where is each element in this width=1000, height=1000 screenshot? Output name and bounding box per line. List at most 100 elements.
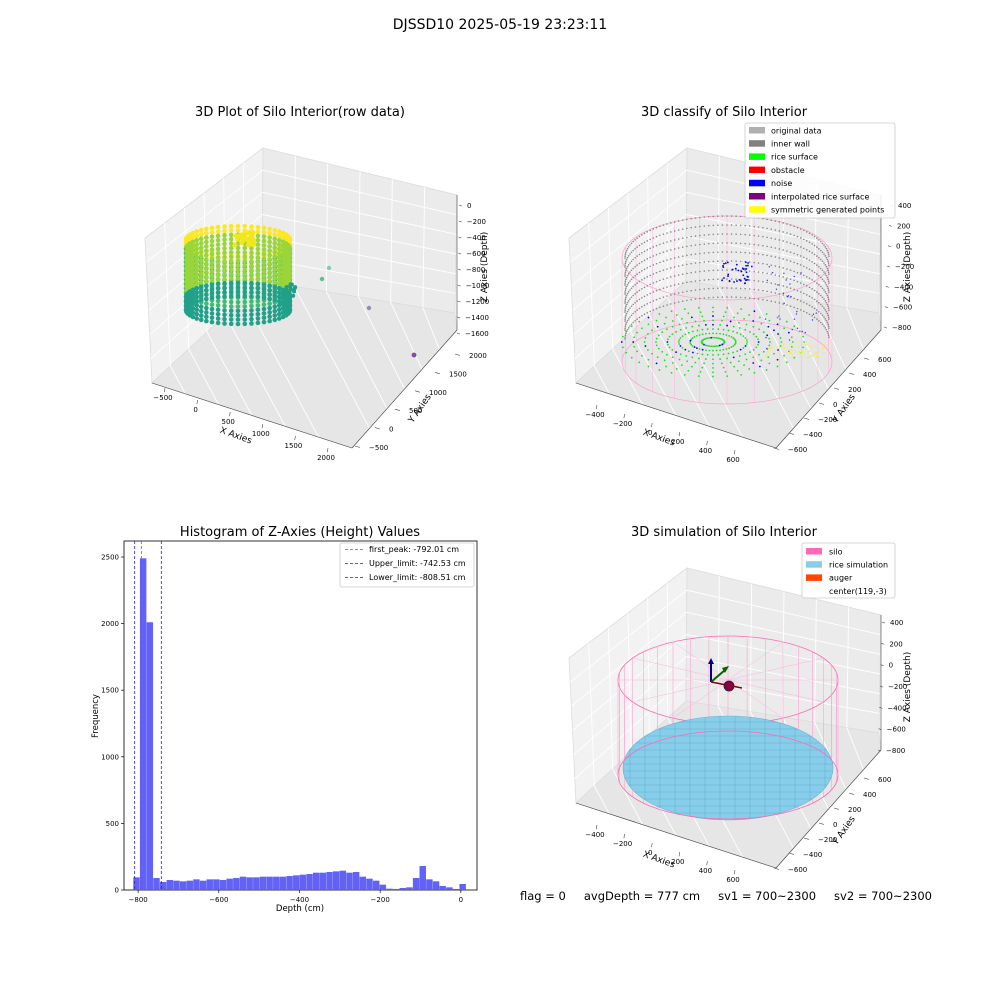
rice-surface-point (739, 348, 742, 351)
data-point (242, 321, 248, 327)
x-tick: −400 (585, 411, 604, 419)
rice-surface-point (690, 343, 693, 346)
inner-wall-point (630, 242, 633, 245)
inner-wall-point (694, 226, 697, 228)
inner-wall-point (626, 247, 629, 250)
rice-surface-point (757, 343, 759, 346)
noise-point (771, 271, 774, 274)
inner-wall-point (819, 276, 822, 279)
rice-surface-point (665, 353, 668, 356)
x-tick: −400 (290, 896, 309, 904)
noise-point (786, 296, 789, 298)
x-tick-mark (623, 413, 625, 419)
inner-wall-point (677, 301, 680, 303)
y-tick-mark (788, 432, 794, 435)
data-point (249, 263, 254, 269)
inner-wall-point (655, 307, 658, 310)
histogram-bar (253, 877, 260, 890)
rice-surface-point (737, 360, 740, 363)
rice-surface-point (744, 337, 747, 339)
data-point (249, 250, 254, 256)
inner-wall-point (681, 282, 684, 284)
inner-wall-point (634, 256, 636, 259)
rice-surface-point (712, 362, 714, 365)
inner-wall-point (739, 251, 742, 254)
rice-surface-point (725, 348, 728, 350)
inner-wall-point (717, 287, 719, 289)
data-point (209, 238, 215, 244)
inner-wall-point (690, 289, 692, 292)
z-tick: −800 (892, 324, 911, 332)
inner-wall-point (686, 245, 688, 248)
rice-surface-point (733, 343, 736, 346)
inner-wall-point (757, 235, 760, 237)
data-point (222, 308, 227, 313)
rice-surface-point (703, 319, 705, 322)
inner-wall-point (799, 255, 802, 257)
x-tick-mark (706, 440, 708, 446)
z-tick: −200 (888, 683, 907, 691)
inner-wall-point (649, 247, 651, 250)
data-point (235, 228, 241, 233)
data-point (222, 254, 227, 260)
inner-wall-point (744, 269, 747, 272)
y-axis-line (775, 749, 882, 869)
data-point (204, 239, 209, 245)
data-point (276, 307, 282, 313)
inner-wall-point (824, 318, 827, 320)
rice-surface-point (725, 334, 728, 336)
data-point (204, 310, 209, 315)
inner-wall-point (778, 239, 781, 241)
rice-surface-point (791, 341, 794, 343)
rice-surface-point (690, 338, 693, 341)
inner-wall-point (677, 265, 680, 267)
x-tick: 200 (671, 438, 684, 446)
sv2-text: sv2 = 700~2300 (834, 889, 932, 903)
inner-wall-point (625, 251, 627, 254)
grid-line (325, 291, 388, 409)
inner-wall-point (774, 301, 777, 303)
inner-wall-point (681, 264, 684, 266)
grid-line (390, 302, 423, 370)
inner-wall-point (636, 237, 638, 239)
noise-point (743, 277, 746, 280)
inner-wall-point (808, 259, 811, 262)
rice-surface-point (705, 337, 708, 340)
inner-wall-point (699, 279, 701, 282)
inner-wall-point (624, 282, 626, 284)
chart-title: 3D Plot of Silo Interior(row data) (195, 105, 405, 120)
inner-wall-point (762, 298, 764, 301)
inner-wall-point (793, 252, 795, 255)
inner-wall-point (735, 278, 737, 280)
inner-wall-point (824, 282, 827, 284)
z-tick-mark (457, 300, 461, 303)
inner-wall-point (739, 296, 742, 299)
inner-wall-point (649, 274, 651, 277)
y-tick: 500 (409, 407, 422, 415)
inner-wall-point (770, 273, 773, 275)
inner-wall-point (744, 251, 747, 254)
legend-swatch (806, 561, 822, 568)
histogram-bar (299, 874, 307, 890)
inner-wall-point (673, 230, 676, 232)
inner-wall-point (762, 244, 764, 247)
noise-point (815, 312, 817, 314)
data-point (255, 320, 261, 326)
y-tick: −600 (788, 446, 807, 454)
data-point (276, 286, 282, 291)
legend-swatch (749, 166, 765, 174)
rice-surface-point (728, 347, 731, 350)
noise-point (766, 279, 768, 281)
rice-surface-point (667, 343, 669, 346)
rice-surface-point (705, 349, 707, 352)
rice-surface-point (686, 321, 689, 324)
rice-surface-point (732, 330, 735, 333)
legend-label: rice simulation (829, 561, 888, 570)
z-tick: −600 (466, 250, 485, 258)
inner-wall-point (805, 276, 808, 278)
data-point (194, 272, 200, 278)
data-point (194, 316, 200, 321)
data-point (276, 237, 282, 243)
inner-wall-point (686, 299, 688, 302)
